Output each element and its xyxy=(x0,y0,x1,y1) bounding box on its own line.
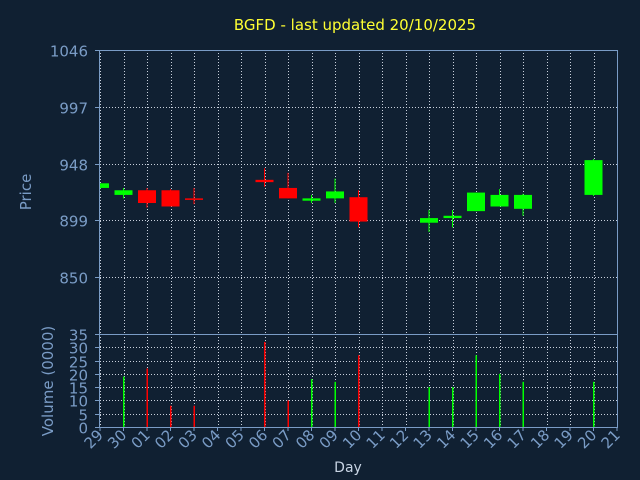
candle-body xyxy=(138,190,156,204)
candle-body xyxy=(255,179,274,183)
price-axis-label: Price xyxy=(17,174,35,211)
chart-title: BGFD - last updated 20/10/2025 xyxy=(234,16,476,34)
x-tick-label: 20 xyxy=(574,426,600,452)
candle xyxy=(420,209,438,232)
price-axis-ticks: 850 899 948 997 1046 xyxy=(50,43,100,288)
x-tick-label: 12 xyxy=(386,426,412,452)
x-tick-label: 10 xyxy=(339,426,365,452)
volume-bar xyxy=(593,381,595,427)
volume-bar xyxy=(123,376,125,427)
candle xyxy=(138,187,156,208)
x-tick-label: 14 xyxy=(433,426,459,452)
x-tick-label: 02 xyxy=(151,426,177,452)
candle-body xyxy=(584,160,603,195)
x-tick-label: 15 xyxy=(457,426,483,452)
candle xyxy=(161,189,180,207)
x-tick-label: 30 xyxy=(104,426,130,452)
volume-bar xyxy=(193,405,195,427)
x-tick-label: 08 xyxy=(292,426,318,452)
volume-tick-label: 10 xyxy=(69,393,88,411)
volume-bar xyxy=(522,381,524,427)
price-panel: 850 899 948 997 1046 xyxy=(50,43,618,335)
price-tick-label: 850 xyxy=(59,270,88,288)
volume-bar xyxy=(475,355,477,427)
x-tick-label: 01 xyxy=(128,426,154,452)
volume-tick-label: 0 xyxy=(78,420,88,438)
volume-bar xyxy=(287,400,289,427)
volume-tick-label: 35 xyxy=(69,327,88,345)
volume-bar xyxy=(311,379,313,427)
volume-tick-label: 30 xyxy=(69,340,88,358)
x-tick-label: 18 xyxy=(527,426,553,452)
candle-body xyxy=(100,183,109,188)
candle xyxy=(99,183,109,190)
candle-body xyxy=(114,190,133,195)
candle xyxy=(443,209,462,228)
volume-axis-label: Volume (0000) xyxy=(39,326,57,436)
candle-body xyxy=(490,194,509,207)
candle-body xyxy=(185,198,203,200)
x-tick-label: 13 xyxy=(410,426,436,452)
candle xyxy=(349,190,368,228)
volume-tick-label: 20 xyxy=(69,367,88,385)
candle xyxy=(467,192,485,212)
x-axis-ticks: 2930010203040506070809101112131415161718… xyxy=(81,426,624,452)
x-tick-label: 16 xyxy=(480,426,506,452)
x-tick-label: 17 xyxy=(504,426,530,452)
x-tick-label: 05 xyxy=(222,426,248,452)
volume-bar xyxy=(499,373,501,427)
candle xyxy=(490,189,509,207)
x-tick-label: 04 xyxy=(198,426,224,452)
volume-bar xyxy=(170,405,172,427)
volume-tick-label: 25 xyxy=(69,354,88,372)
volume-bar xyxy=(264,341,266,427)
candle xyxy=(279,172,297,199)
candle-body xyxy=(349,197,368,222)
candle xyxy=(326,178,344,204)
x-tick-label: 06 xyxy=(245,426,271,452)
x-tick-label: 07 xyxy=(269,426,295,452)
volume-bar xyxy=(146,368,148,427)
volume-bar xyxy=(428,387,430,427)
price-tick-label: 948 xyxy=(59,157,88,175)
x-axis-label: Day xyxy=(334,460,362,476)
candle xyxy=(185,187,203,205)
x-tick-label: 21 xyxy=(598,426,624,452)
price-tick-label: 997 xyxy=(59,100,88,118)
volume-tick-label: 15 xyxy=(69,380,88,398)
candle-body xyxy=(161,190,180,207)
candle-body xyxy=(279,187,297,199)
volume-tick-label: 5 xyxy=(78,407,88,425)
candle xyxy=(114,187,133,199)
candle xyxy=(302,194,321,204)
volume-bar xyxy=(334,381,336,427)
x-tick-label: 11 xyxy=(363,426,389,452)
candle-body xyxy=(514,194,532,209)
candle xyxy=(514,193,532,216)
candlesticks xyxy=(99,158,603,232)
candle-body xyxy=(420,218,438,223)
candle xyxy=(255,168,274,187)
candle-body xyxy=(443,215,462,219)
x-tick-label: 19 xyxy=(551,426,577,452)
candle-body xyxy=(326,191,344,199)
candle xyxy=(584,158,603,197)
volume-bars xyxy=(123,341,595,427)
x-tick-label: 09 xyxy=(316,426,342,452)
price-tick-label: 899 xyxy=(59,213,88,231)
x-tick-label: 03 xyxy=(175,426,201,452)
candle-body xyxy=(302,198,321,201)
candle-body xyxy=(467,192,485,212)
volume-bar xyxy=(358,355,360,427)
volume-bar xyxy=(452,387,454,427)
price-tick-label: 1046 xyxy=(50,43,88,61)
